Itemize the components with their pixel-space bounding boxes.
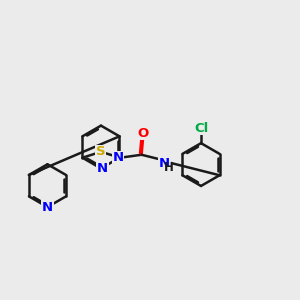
Text: N: N xyxy=(97,162,108,175)
Text: N: N xyxy=(112,151,124,164)
Text: N: N xyxy=(42,201,53,214)
Text: O: O xyxy=(137,127,149,140)
Text: N: N xyxy=(159,157,170,170)
Text: S: S xyxy=(96,145,106,158)
Text: Cl: Cl xyxy=(194,122,208,135)
Text: H: H xyxy=(164,161,174,174)
